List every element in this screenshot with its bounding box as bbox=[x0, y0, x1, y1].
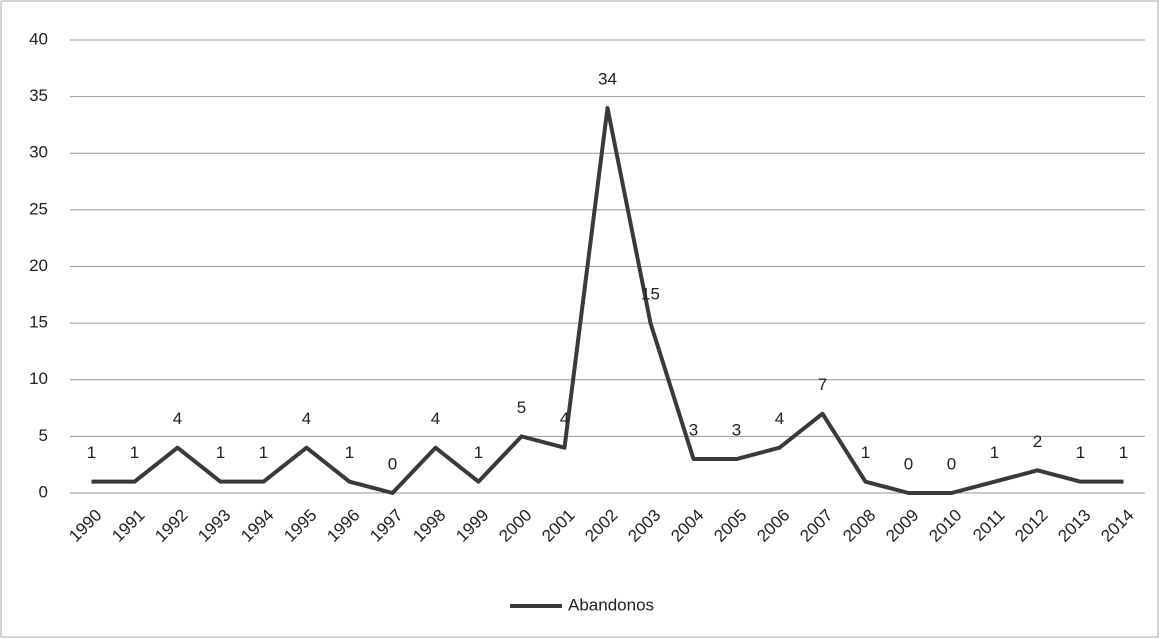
data-label: 4 bbox=[560, 409, 569, 428]
data-label: 1 bbox=[990, 443, 999, 462]
data-label: 34 bbox=[598, 69, 617, 88]
data-label: 0 bbox=[904, 454, 913, 473]
y-tick-label: 0 bbox=[39, 482, 48, 501]
data-label: 1 bbox=[87, 443, 96, 462]
data-label: 3 bbox=[732, 421, 741, 440]
data-label: 0 bbox=[388, 454, 397, 473]
y-tick-label: 25 bbox=[29, 199, 48, 218]
data-label: 1 bbox=[259, 443, 268, 462]
data-label: 1 bbox=[1119, 443, 1128, 462]
data-label: 15 bbox=[641, 285, 660, 304]
y-tick-label: 15 bbox=[29, 313, 48, 332]
data-label: 1 bbox=[861, 443, 870, 462]
data-label: 3 bbox=[689, 421, 698, 440]
y-tick-label: 30 bbox=[29, 143, 48, 162]
data-label: 1 bbox=[216, 443, 225, 462]
data-label: 0 bbox=[947, 454, 956, 473]
data-label: 1 bbox=[345, 443, 354, 462]
data-label: 4 bbox=[173, 409, 182, 428]
data-label: 7 bbox=[818, 375, 827, 394]
y-tick-label: 5 bbox=[39, 426, 48, 445]
legend-label: Abandonos bbox=[568, 595, 654, 614]
y-tick-label: 10 bbox=[29, 369, 48, 388]
data-label: 4 bbox=[775, 409, 784, 428]
y-tick-label: 40 bbox=[29, 29, 48, 48]
data-label: 1 bbox=[1076, 443, 1085, 462]
data-label: 4 bbox=[431, 409, 440, 428]
y-tick-label: 35 bbox=[29, 86, 48, 105]
y-tick-label: 20 bbox=[29, 256, 48, 275]
data-label: 5 bbox=[517, 398, 526, 417]
data-label: 1 bbox=[130, 443, 139, 462]
data-label: 2 bbox=[1033, 432, 1042, 451]
line bbox=[91, 105, 1124, 495]
data-label: 4 bbox=[302, 409, 311, 428]
data-label: 1 bbox=[474, 443, 483, 462]
